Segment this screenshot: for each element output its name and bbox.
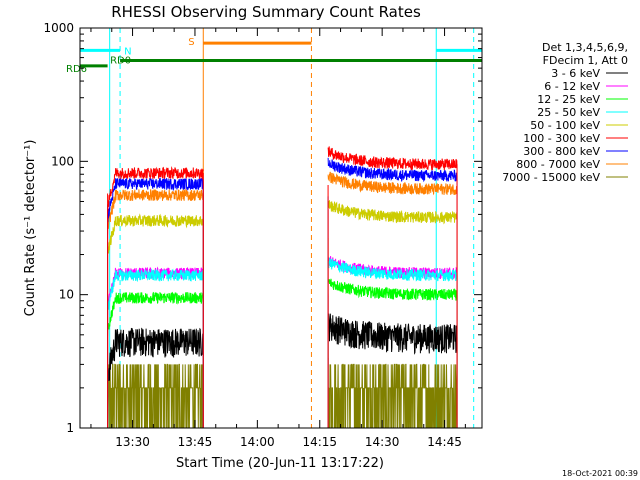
series-trace [107,213,204,254]
flag-label: S [188,37,194,48]
series-trace [327,171,458,196]
series-trace [328,363,458,429]
legend-entry-label: 300 - 800 keV [523,145,600,158]
series-trace [107,188,204,235]
legend-entry-label: 3 - 6 keV [551,67,600,80]
plot-frame [79,27,483,429]
legend-entry-label: 100 - 300 keV [523,132,600,145]
series-trace [327,157,458,183]
series-100-300kev [107,146,458,428]
legend-entry-label: 7000 - 15000 keV [502,171,600,184]
flag-label: N [124,46,131,57]
series-layer [107,146,458,429]
axes: 1 10 100 1000 13:30 13:45 14:00 14:15 14:30 14:45 [43,21,482,449]
x-tick-label: 14:30 [365,435,400,449]
legend-entry-label: 6 - 12 keV [544,80,600,93]
x-axis-label: Start Time (20-Jun-11 13:17:22) [176,456,384,471]
series-trace [327,313,458,355]
y-tick-label: 1 [66,421,74,435]
legend-entry-label: 50 - 100 keV [530,119,600,132]
series-trace [107,166,204,212]
y-tick-label: 100 [51,154,74,168]
series-trace [327,278,458,301]
chart-title: RHESSI Observing Summary Count Rates [111,3,421,21]
legend-header: Det 1,3,4,5,6,9, [542,41,628,54]
legend: Det 1,3,4,5,6,9,FDecim 1, Att 03 - 6 keV… [502,41,628,184]
x-tick-label: 13:45 [178,435,213,449]
series-trace [107,268,204,316]
flag-label: RD6 [66,64,87,75]
x-tick-label: 14:45 [427,435,462,449]
series-trace [107,177,204,223]
date-stamp: 18-Oct-2021 00:39 [562,469,638,478]
x-tick-label: 14:00 [240,435,275,449]
y-tick-label: 10 [59,288,74,302]
legend-entry-label: 25 - 50 keV [537,106,600,119]
legend-entry-label: 800 - 7000 keV [516,158,600,171]
series-7000-15000kev [107,363,458,429]
series-trace [327,200,458,225]
y-tick-label: 1000 [43,21,74,35]
series-trace [107,363,204,429]
y-axis-label: Count Rate (s⁻¹ detector⁻¹) [23,140,38,317]
series-trace [327,146,458,171]
series-trace [107,327,204,382]
legend-header: FDecim 1, Att 0 [543,54,628,67]
series-trace [107,291,204,337]
flag-label: RD0 [110,56,131,67]
x-tick-label: 14:15 [302,435,337,449]
x-tick-label: 13:30 [115,435,150,449]
legend-entry-label: 12 - 25 keV [537,93,600,106]
series-trace [327,257,458,283]
